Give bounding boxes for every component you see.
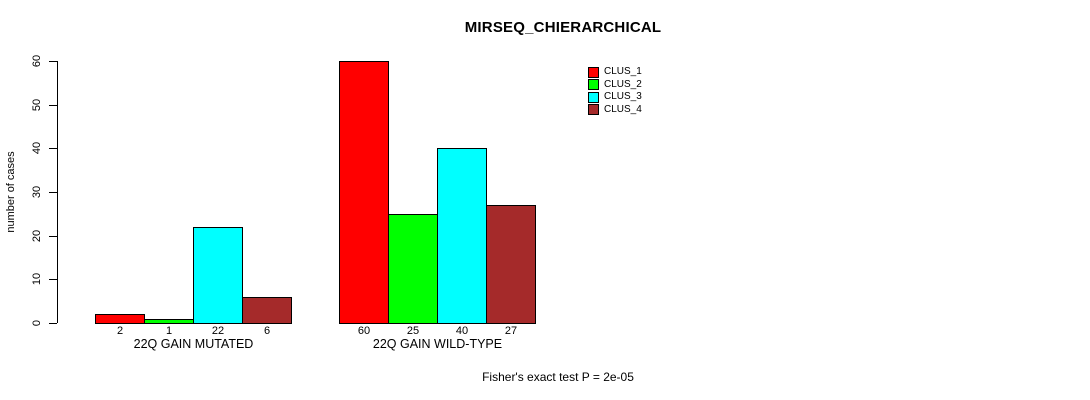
y-axis-tick-label: 60 [31, 54, 43, 68]
bar-value-label: 22 [211, 325, 225, 337]
bar-clus_2-2 [388, 214, 438, 324]
x-category-label: 22Q GAIN WILD-TYPE [372, 337, 503, 351]
legend-label: CLUS_2 [604, 78, 642, 90]
bar-value-label: 40 [455, 325, 469, 337]
legend-label: CLUS_4 [604, 103, 642, 115]
y-axis-tick-label: 40 [31, 142, 43, 155]
y-axis-tick [49, 148, 57, 149]
y-axis-tick [49, 61, 57, 62]
bar-clus_3-2 [437, 148, 487, 324]
y-axis-tick-label: 10 [31, 273, 43, 286]
y-axis-tick-label: 50 [31, 98, 43, 111]
legend-swatch-clus_3 [588, 91, 599, 103]
bar-value-label: 1 [165, 325, 173, 337]
fisher-test-annotation: Fisher's exact test P = 2e-05 [482, 370, 634, 384]
legend-item-clus_4: CLUS_4 [588, 104, 642, 117]
y-axis-tick [49, 105, 57, 106]
bar-value-label: 6 [263, 325, 271, 337]
legend-swatch-clus_4 [588, 104, 599, 116]
legend-item-clus_3: CLUS_3 [588, 91, 642, 104]
bar-clus_4-1 [242, 297, 292, 324]
y-axis-tick-label: 20 [31, 229, 43, 242]
bar-clus_3-1 [193, 227, 243, 324]
bar-value-label: 25 [406, 325, 420, 337]
bar-value-label: 60 [357, 325, 371, 337]
chart-title: MIRSEQ_CHIERARCHICAL [464, 19, 662, 36]
y-axis-tick-label: 30 [31, 185, 43, 199]
y-axis-tick [49, 236, 57, 237]
bar-value-label: 2 [116, 325, 124, 337]
y-axis-line [57, 61, 58, 323]
bar-clus_1-1 [95, 314, 145, 324]
legend-item-clus_2: CLUS_2 [588, 79, 642, 92]
legend-label: CLUS_3 [604, 91, 642, 103]
x-category-label: 22Q GAIN MUTATED [133, 337, 254, 351]
legend-swatch-clus_2 [588, 79, 599, 91]
y-axis-label: number of cases [5, 151, 17, 233]
legend: CLUS_1 CLUS_2 CLUS_3 CLUS_4 [588, 66, 642, 116]
y-axis-tick-label: 0 [31, 319, 43, 327]
y-axis-tick [49, 279, 57, 280]
legend-item-clus_1: CLUS_1 [588, 66, 642, 79]
bar-clus_2-1 [144, 319, 194, 324]
bar-clus_1-2 [339, 61, 389, 324]
y-axis-tick [49, 192, 57, 193]
legend-label: CLUS_1 [604, 66, 642, 78]
legend-swatch-clus_1 [588, 66, 599, 78]
bar-value-label: 27 [504, 325, 518, 337]
y-axis-tick [49, 323, 57, 324]
bar-clus_4-2 [486, 205, 536, 324]
